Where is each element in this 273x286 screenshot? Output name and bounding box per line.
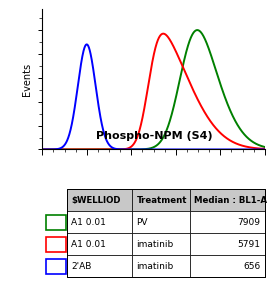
Text: 5791: 5791 <box>237 240 260 249</box>
Bar <box>46 259 66 274</box>
Bar <box>46 237 66 252</box>
Text: Median : BL1-A: Median : BL1-A <box>194 196 267 205</box>
Y-axis label: Events: Events <box>22 62 32 96</box>
Bar <box>132 189 189 211</box>
Bar <box>67 255 132 277</box>
Bar <box>189 233 265 255</box>
Text: $WELLIOD: $WELLIOD <box>71 196 121 205</box>
Bar <box>67 233 132 255</box>
Bar <box>189 255 265 277</box>
Text: Treatment: Treatment <box>136 196 187 205</box>
Bar <box>46 214 66 230</box>
Bar <box>67 189 265 277</box>
Bar <box>132 255 189 277</box>
Text: PV: PV <box>136 218 148 227</box>
Bar <box>132 233 189 255</box>
Text: 656: 656 <box>243 262 260 271</box>
Text: imatinib: imatinib <box>136 262 174 271</box>
Text: 7909: 7909 <box>237 218 260 227</box>
Bar <box>67 189 132 211</box>
Bar <box>189 211 265 233</box>
Bar <box>132 211 189 233</box>
Text: 2'AB: 2'AB <box>71 262 92 271</box>
Text: A1 0.01: A1 0.01 <box>71 240 106 249</box>
Text: Phospho-NPM (S4): Phospho-NPM (S4) <box>96 131 213 141</box>
Text: imatinib: imatinib <box>136 240 174 249</box>
Bar <box>189 189 265 211</box>
Bar <box>67 211 132 233</box>
Text: A1 0.01: A1 0.01 <box>71 218 106 227</box>
